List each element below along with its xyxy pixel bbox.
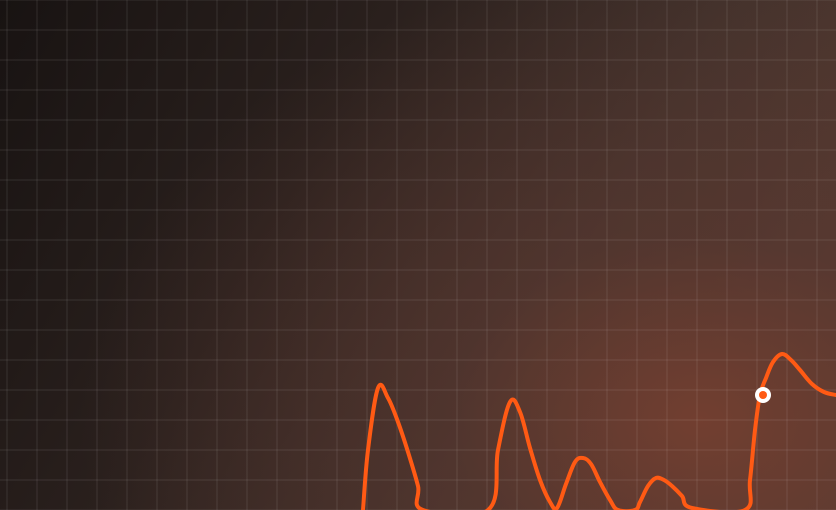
marker-layer — [755, 387, 771, 403]
series-layer — [361, 351, 836, 510]
series-line — [361, 351, 836, 510]
highlight-point-core — [759, 391, 767, 399]
